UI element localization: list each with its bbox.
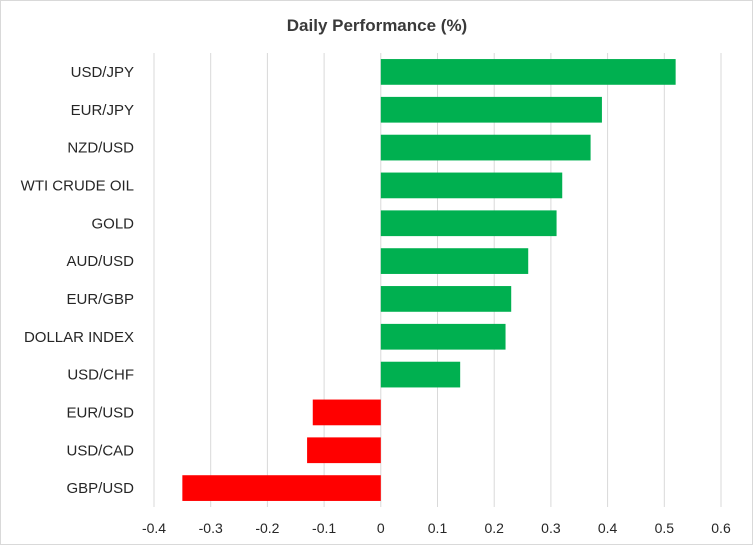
category-label: WTI CRUDE OIL xyxy=(21,177,134,194)
bar xyxy=(380,361,461,388)
x-tick-label: -0.1 xyxy=(312,520,336,536)
x-tick-label: 0.1 xyxy=(428,520,448,536)
chart-title: Daily Performance (%) xyxy=(287,16,467,35)
x-tick-label: -0.3 xyxy=(199,520,223,536)
category-label: EUR/JPY xyxy=(71,102,134,119)
category-labels: USD/JPY EUR/JPY NZD/USD WTI CRUDE OIL GOLD AU… xyxy=(21,64,135,497)
bar xyxy=(380,323,506,350)
bar xyxy=(380,134,591,161)
x-tick-label: 0.4 xyxy=(598,520,618,536)
category-label: GOLD xyxy=(91,215,134,232)
bar xyxy=(380,210,557,237)
x-tick-label: 0.3 xyxy=(541,520,561,536)
tick-labels: -0.4 -0.3 -0.2 -0.1 0 0.1 0.2 0.3 0.4 0.5 0.6 xyxy=(142,520,731,536)
x-tick-label: 0.5 xyxy=(655,520,675,536)
category-label: AUD/USD xyxy=(66,253,134,270)
bar xyxy=(312,399,381,426)
x-tick-label: 0.6 xyxy=(711,520,731,536)
category-label: USD/CAD xyxy=(66,442,134,459)
category-label: USD/CHF xyxy=(67,367,134,384)
x-tick-label: 0.2 xyxy=(484,520,504,536)
grid-layer xyxy=(153,53,722,507)
x-tick-label: -0.2 xyxy=(255,520,279,536)
bar xyxy=(307,437,381,464)
category-label: EUR/GBP xyxy=(66,291,134,308)
bar xyxy=(380,172,563,199)
bar xyxy=(380,96,602,123)
x-tick-label: -0.4 xyxy=(142,520,166,536)
category-label: EUR/USD xyxy=(66,404,134,421)
x-tick-label: 0 xyxy=(377,520,385,536)
bar xyxy=(380,59,676,85)
category-label: USD/JPY xyxy=(71,64,134,81)
bar xyxy=(182,475,381,501)
bar-layer xyxy=(182,59,676,501)
bar xyxy=(380,286,512,312)
category-label: NZD/USD xyxy=(67,140,134,157)
bar xyxy=(380,248,529,274)
category-label: GBP/USD xyxy=(66,480,134,497)
category-label: DOLLAR INDEX xyxy=(24,329,134,346)
